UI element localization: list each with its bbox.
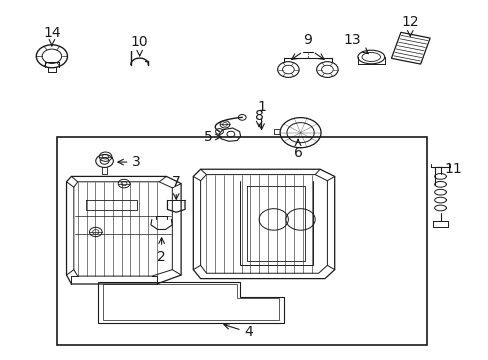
Text: 9: 9 bbox=[303, 33, 312, 47]
Text: 6: 6 bbox=[293, 140, 302, 160]
Text: 7: 7 bbox=[171, 175, 180, 199]
Text: 10: 10 bbox=[131, 35, 148, 56]
Text: 5: 5 bbox=[203, 130, 221, 144]
Text: 13: 13 bbox=[343, 33, 367, 54]
Text: 4: 4 bbox=[224, 324, 253, 339]
Text: 12: 12 bbox=[401, 15, 418, 36]
Bar bbox=[390, 32, 429, 64]
Text: 2: 2 bbox=[157, 238, 165, 264]
Text: 14: 14 bbox=[43, 26, 61, 46]
Text: 1: 1 bbox=[257, 100, 265, 129]
Text: 11: 11 bbox=[444, 162, 461, 176]
Text: 8: 8 bbox=[254, 109, 263, 127]
Text: 3: 3 bbox=[118, 155, 141, 169]
Bar bbox=[57, 137, 427, 345]
